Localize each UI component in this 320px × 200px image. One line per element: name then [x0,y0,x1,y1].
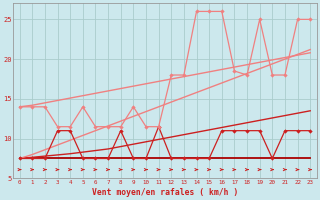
X-axis label: Vent moyen/en rafales ( km/h ): Vent moyen/en rafales ( km/h ) [92,188,238,197]
